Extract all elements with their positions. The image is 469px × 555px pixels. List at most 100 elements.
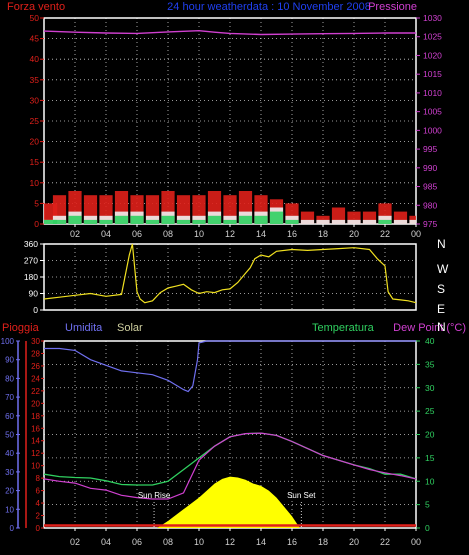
panel1-title: 24 hour weatherdata : 10 November 2008 [167,1,371,13]
panel1-xtick-label: 00 [411,229,421,239]
panel2-left-ytick-label: 180 [24,272,38,282]
wind-series-media-bar [176,219,191,224]
panel3-temp-tick-label: 40 [425,336,435,346]
panel1-xtick-label: 22 [380,229,390,239]
panel1-xtick-label: 02 [70,229,80,239]
panel3-xtick-label: 14 [256,537,266,547]
wind-series-raffica-bar [331,219,346,224]
wind-series-forza-vento-bar [331,207,346,224]
panel1-xtick-label: 14 [256,229,266,239]
wind-series-raffica-bar [316,219,330,224]
wind-series-media-bar [254,215,268,224]
panel3-rain-tick-label: 0 [36,524,41,533]
panel1-xtick-label: 20 [349,229,359,239]
panel3-label-dewpoint: Dew Point (°C) [393,322,466,334]
wind-series-media-bar [145,219,160,224]
panel3-rain-tick-label: 10 [31,462,40,471]
wind-series-media-bar [130,215,144,224]
panel3-rain-tick-label: 24 [31,374,40,383]
wind-series-raffica-bar [409,219,416,224]
panel2-left-ytick-label: 90 [29,289,39,299]
panel3-humidity-tick-label: 30 [5,468,14,477]
panel3-rain-tick-label: 12 [31,449,40,458]
panel1-xtick-label: 18 [318,229,328,239]
panel1-left-ytick-label: 15 [30,157,40,167]
panel3-temp-tick-label: 5 [425,500,430,510]
panel3-rain-tick-label: 2 [36,512,41,521]
pressure-line [43,29,416,36]
dewpoint-line [43,432,417,500]
panel1-right-ytick-label: 980 [423,200,437,210]
panel1-left-ytick-label: 50 [30,13,40,23]
panel2-left-ytick-label: 270 [24,256,38,266]
panel1-right-ytick-label: 1000 [423,125,442,135]
panel3-humidity-tick-label: 80 [5,374,14,383]
panel3-humidity-tick-label: 0 [10,524,15,533]
humidity-line [44,340,416,393]
wind-series-media-bar [99,219,113,224]
panel1-xtick-label: 06 [132,229,142,239]
panel3-rain-tick-label: 14 [31,437,40,446]
panel3-temp-tick-label: 10 [425,476,435,486]
panel3-rain-tick-label: 22 [31,387,40,396]
panel3-xtick-label: 20 [349,537,359,547]
chart-marks: 0510152025303540455097598098599099510001… [1,13,449,547]
wind-series-media-bar [161,215,175,224]
panel1-left-ytick-label: 0 [34,219,39,229]
panel1-left-ytick-label: 5 [34,198,39,208]
wind-series-media-bar [238,215,253,224]
panel3-label-solar: Solar [117,322,143,334]
panel3-temp-tick-label: 15 [425,453,435,463]
panel3-humidity-tick-label: 40 [5,449,14,458]
wind-series-media-bar [114,215,129,224]
solar-area [157,476,300,528]
panel3-xtick-label: 22 [380,537,390,547]
wind-series-media-bar [68,215,82,224]
panel3-humidity-tick-label: 70 [5,393,14,402]
panel1-left-ytick-label: 45 [30,34,40,44]
panel1-right-ytick-label: 1015 [423,69,442,79]
panel3-xtick-label: 06 [132,537,142,547]
wind-series-media-bar [44,219,58,224]
panel1-left-ytick-label: 10 [30,178,40,188]
wind-series-media-bar [52,219,67,224]
panel3-temp-tick-label: 25 [425,406,435,416]
panel1-right-ytick-label: 985 [423,182,437,192]
panel3-temp-tick-label: 35 [425,359,435,369]
compass-label: E [437,302,445,316]
panel1-xtick-label: 08 [163,229,173,239]
panel3-rain-tick-label: 4 [36,499,41,508]
wind-series-raffica-bar [393,219,408,224]
wind-series-media-bar [378,219,392,224]
panel1-xtick-label: 04 [101,229,111,239]
panel1-left-ytick-label: 20 [30,137,40,147]
wind-series-media-bar [285,219,299,224]
panel1-right-ytick-label: 1030 [423,13,442,23]
wind-series-media-bar [207,215,222,224]
panel1-right-ytick-label: 990 [423,163,437,173]
panel3-xtick-label: 10 [194,537,204,547]
panel1-xtick-label: 16 [287,229,297,239]
compass-label: N [437,320,446,334]
panel3-rain-tick-label: 20 [31,399,40,408]
panel3-xtick-label: 08 [163,537,173,547]
panel3-xtick-label: 02 [70,537,80,547]
panel1-left-ytick-label: 25 [30,116,40,126]
compass-label: N [437,237,446,251]
panel1-right-ytick-label: 1020 [423,50,442,60]
wind-series-raffica-bar [300,219,315,224]
wind-series-media-bar [83,219,98,224]
panel3-rain-tick-label: 26 [31,362,40,371]
panel1-right-label: Pressione [368,1,417,13]
panel2-left-ytick-label: 360 [24,239,38,249]
sun-annotation-label: Sun Set [287,491,316,500]
panel3-rain-tick-label: 8 [36,474,41,483]
panel1-xtick-label: 10 [194,229,204,239]
panel3-rain-tick-label: 30 [31,337,40,346]
wind-direction-line [43,243,417,304]
panel1-left-ytick-label: 40 [30,54,40,64]
panel1-right-ytick-label: 1025 [423,32,442,42]
